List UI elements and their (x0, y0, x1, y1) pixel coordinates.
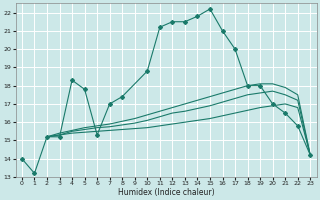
X-axis label: Humidex (Indice chaleur): Humidex (Indice chaleur) (118, 188, 214, 197)
